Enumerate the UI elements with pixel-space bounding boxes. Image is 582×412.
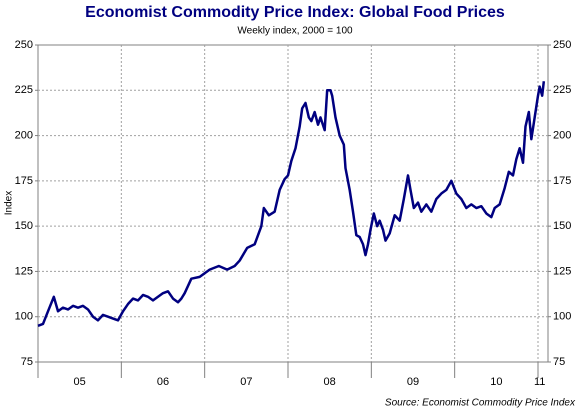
- x-tick-label: 07: [240, 376, 252, 388]
- x-tick-label: 06: [157, 376, 169, 388]
- x-tick-label: 08: [324, 376, 336, 388]
- y-tick-label: 200: [15, 129, 33, 141]
- y2-tick-label: 100: [553, 311, 571, 323]
- y2-tick-label: 150: [553, 220, 571, 232]
- y2-tick-label: 125: [553, 265, 571, 277]
- y2-tick-label: 250: [553, 39, 571, 51]
- y-tick-label: 125: [15, 265, 33, 277]
- data-line: [37, 81, 546, 327]
- chart-title: Economist Commodity Price Index: Global …: [85, 4, 505, 21]
- y-tick-label: 100: [15, 311, 33, 323]
- y-axis-label: Index: [4, 191, 15, 215]
- y2-tick-label: 200: [553, 129, 571, 141]
- y-tick-label: 75: [21, 356, 33, 368]
- y2-tick-label: 225: [553, 84, 571, 96]
- x-tick-label: 05: [74, 376, 86, 388]
- y-tick-label: 225: [15, 84, 33, 96]
- y2-tick-label: 175: [553, 175, 571, 187]
- x-tick-label: 10: [490, 376, 502, 388]
- x-tick-label: 11: [534, 376, 545, 388]
- y-tick-label: 150: [15, 220, 33, 232]
- y-tick-label: 175: [15, 175, 33, 187]
- y2-tick-label: 75: [553, 356, 565, 368]
- y-tick-label: 250: [15, 39, 33, 51]
- chart-subtitle: Weekly index, 2000 = 100: [237, 26, 353, 37]
- x-tick-label: 09: [407, 376, 419, 388]
- source: Source: Economist Commodity Price Index: [385, 398, 576, 409]
